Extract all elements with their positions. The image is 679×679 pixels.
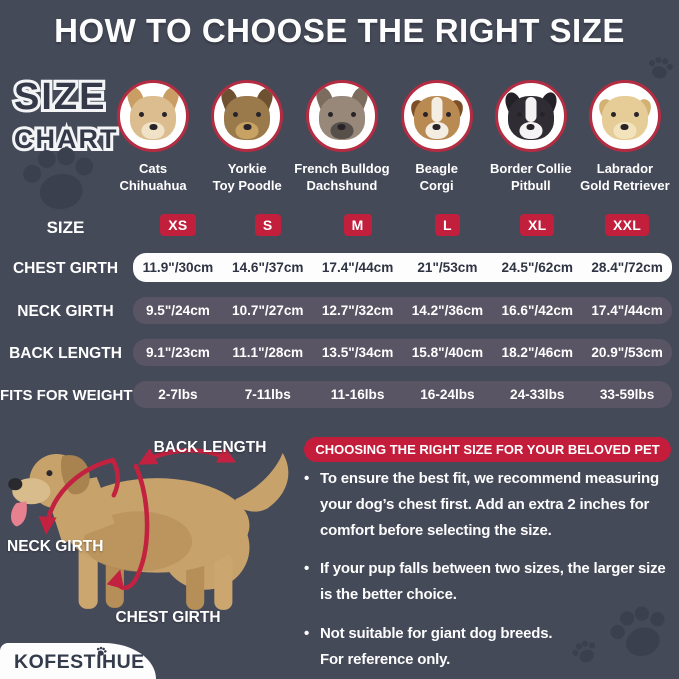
chest-girth-values-row: 11.9"/30cm 14.6"/37cm 17.4"/44cm 21"/53c… bbox=[133, 253, 672, 282]
brand-logo-plate: KOFESTIHUE bbox=[0, 643, 156, 679]
back-length-xs: 9.1"/23cm bbox=[145, 345, 210, 360]
back-length-values-row: 9.1"/23cm 11.1"/28cm 13.5"/34cm 15.8"/40… bbox=[133, 339, 672, 366]
neck-girth-s: 10.7"/27cm bbox=[232, 303, 304, 318]
tips-heading-badge: CHOOSING THE RIGHT SIZE FOR YOUR BELOVED… bbox=[304, 437, 671, 462]
breed-item-yorkie: Yorkie Toy Poodle bbox=[211, 80, 284, 194]
breed-photo-beagle bbox=[400, 80, 473, 152]
dog-face-illustration bbox=[124, 85, 182, 140]
size-badge-xl: XL bbox=[519, 214, 555, 236]
size-badge-xxl: XXL bbox=[605, 214, 650, 236]
neck-girth-xl: 16.6"/42cm bbox=[501, 303, 573, 318]
weight-s: 7-11lbs bbox=[244, 387, 291, 402]
neck-girth-row-label: NECK GIRTH bbox=[17, 303, 114, 320]
back-length-row-label: BACK LENGTH bbox=[9, 345, 122, 362]
neck-girth-values-row: 9.5"/24cm 10.7"/27cm 12.7"/32cm 14.2"/36… bbox=[133, 297, 672, 324]
dog-face-illustration bbox=[218, 86, 276, 140]
back-length-m: 13.5"/34cm bbox=[321, 345, 394, 360]
size-chart-word-size: SIZE bbox=[14, 77, 119, 118]
breed-photo-labrador bbox=[588, 80, 661, 152]
size-badge-m: M bbox=[343, 214, 372, 236]
chest-girth-xxl: 28.4"/72cm bbox=[591, 260, 663, 275]
breed-label: Labrador Gold Retriever bbox=[580, 161, 670, 193]
size-chart-word-chart: CHART bbox=[14, 125, 119, 154]
tips-list: To ensure the best fit, we recommend mea… bbox=[304, 466, 676, 679]
chest-girth-s: 14.6"/37cm bbox=[232, 260, 304, 275]
back-length-l: 15.8"/40cm bbox=[411, 345, 484, 360]
breed-item-french-bulldog: French Bulldog Dachshund bbox=[294, 80, 390, 194]
back-length-s: 11.1"/28cm bbox=[232, 345, 304, 360]
dog-face-illustration bbox=[596, 96, 654, 140]
weight-m: 11-16lbs bbox=[330, 387, 385, 402]
size-badge-s: S bbox=[254, 214, 281, 236]
weight-xxl: 33-59lbs bbox=[599, 387, 655, 402]
paw-print-icon bbox=[646, 55, 675, 81]
neck-girth-m: 12.7"/32cm bbox=[321, 303, 394, 318]
chest-girth-l: 21"/53cm bbox=[417, 260, 478, 275]
tip-not-giant-breeds: Not suitable for giant dog breeds. For r… bbox=[304, 621, 676, 673]
chest-girth-m: 17.4"/44cm bbox=[321, 260, 394, 275]
chest-girth-xl: 24.5"/62cm bbox=[501, 260, 573, 275]
back-length-xxl: 20.9"/53cm bbox=[591, 345, 663, 360]
size-chart-wordmark: SIZE CHART bbox=[14, 77, 119, 154]
diagram-chest-girth-label: CHEST GIRTH bbox=[115, 609, 221, 626]
neck-girth-xs: 9.5"/24cm bbox=[145, 303, 210, 318]
breed-photo-chihuahua bbox=[117, 80, 190, 152]
paw-print-icon bbox=[20, 143, 99, 214]
tip-between-sizes: If your pup falls between two sizes, the… bbox=[304, 556, 676, 608]
brand-logo-text: KOFESTIHUE bbox=[14, 651, 145, 673]
breed-item-chihuahua: Cats Chihuahua bbox=[117, 80, 190, 194]
breed-label: Cats Chihuahua bbox=[119, 161, 187, 193]
breed-row: Cats Chihuahua Yorkie Toy Poodle bbox=[106, 80, 672, 194]
size-badge-xs: XS bbox=[160, 214, 196, 236]
weight-l: 16-24lbs bbox=[420, 387, 475, 402]
neck-girth-xxl: 17.4"/44cm bbox=[591, 303, 663, 318]
fits-for-weight-row-label: FITS FOR WEIGHT bbox=[0, 387, 133, 404]
back-length-xl: 18.2"/46cm bbox=[501, 345, 573, 360]
tip-measure-chest: To ensure the best fit, we recommend mea… bbox=[304, 466, 676, 543]
size-badge-l: L bbox=[434, 214, 460, 236]
breed-photo-french-bulldog bbox=[305, 80, 378, 152]
breed-item-border-collie: Border Collie Pitbull bbox=[490, 80, 572, 194]
size-badge-row: XS S M L XL XXL bbox=[133, 214, 672, 236]
breed-item-labrador: Labrador Gold Retriever bbox=[580, 80, 670, 194]
breed-label: Border Collie Pitbull bbox=[489, 161, 572, 193]
breed-item-beagle: Beagle Corgi bbox=[400, 80, 473, 194]
dog-face-illustration bbox=[313, 85, 371, 140]
breed-label: French Bulldog Dachshund bbox=[294, 161, 390, 193]
diagram-neck-girth-label: NECK GIRTH bbox=[7, 538, 104, 555]
fits-for-weight-values-row: 2-7lbs 7-11lbs 11-16lbs 16-24lbs 24-33lb… bbox=[133, 381, 672, 408]
breed-label: Yorkie Toy Poodle bbox=[212, 161, 282, 193]
breed-photo-border-collie bbox=[494, 80, 567, 152]
weight-xl: 24-33lbs bbox=[510, 387, 565, 402]
dog-measurement-illustration bbox=[8, 447, 289, 610]
weight-xs: 2-7lbs bbox=[158, 387, 198, 402]
size-row-label: SIZE bbox=[46, 218, 85, 237]
chest-girth-xs: 11.9"/30cm bbox=[142, 260, 214, 275]
dog-face-illustration bbox=[502, 90, 560, 140]
diagram-back-length-label: BACK LENGTH bbox=[153, 439, 267, 456]
page-title: HOW TO CHOOSE THE RIGHT SIZE bbox=[54, 12, 625, 49]
dog-face-illustration bbox=[408, 96, 466, 140]
neck-girth-l: 14.2"/36cm bbox=[411, 303, 484, 318]
chest-girth-row-label: CHEST GIRTH bbox=[12, 260, 119, 277]
breed-photo-yorkie bbox=[211, 80, 284, 152]
breed-label: Beagle Corgi bbox=[415, 161, 458, 193]
